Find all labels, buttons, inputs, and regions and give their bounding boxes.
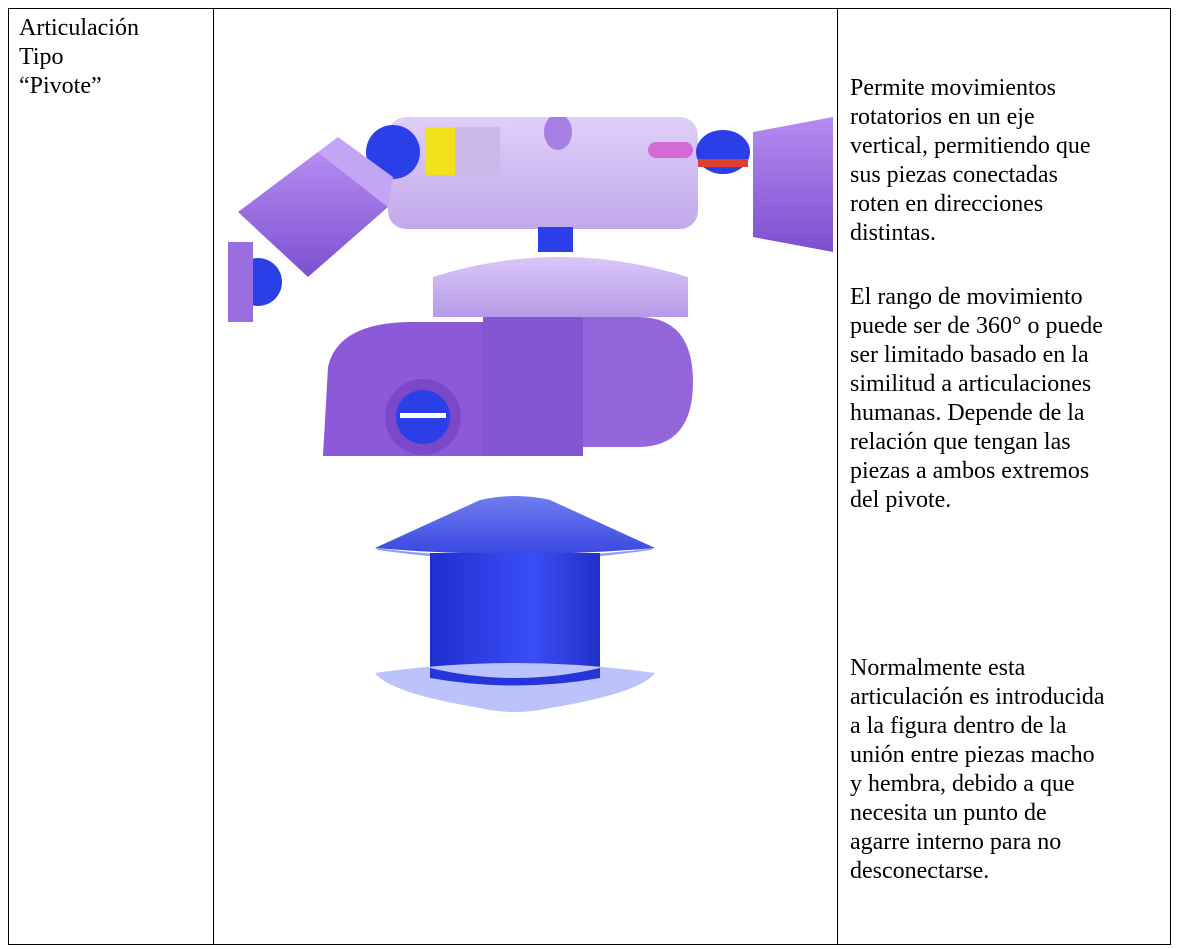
label-line: Tipo (19, 44, 64, 70)
description-paragraph: El rango de movimiento puede ser de 360°… (850, 284, 1103, 513)
robot-joint-image (228, 117, 833, 456)
label-line: Articulación (19, 15, 139, 41)
column-divider (213, 8, 214, 945)
description-paragraph: Normalmente esta articulación es introdu… (850, 655, 1105, 884)
column-divider (837, 8, 838, 945)
table-border (8, 8, 1171, 945)
row-label: Articulación Tipo “Pivote” (19, 14, 139, 101)
pivot-piece-image (375, 496, 655, 712)
description-paragraph: Permite movimientos rotatorios en un eje… (850, 75, 1091, 246)
label-line: “Pivote” (19, 73, 102, 99)
